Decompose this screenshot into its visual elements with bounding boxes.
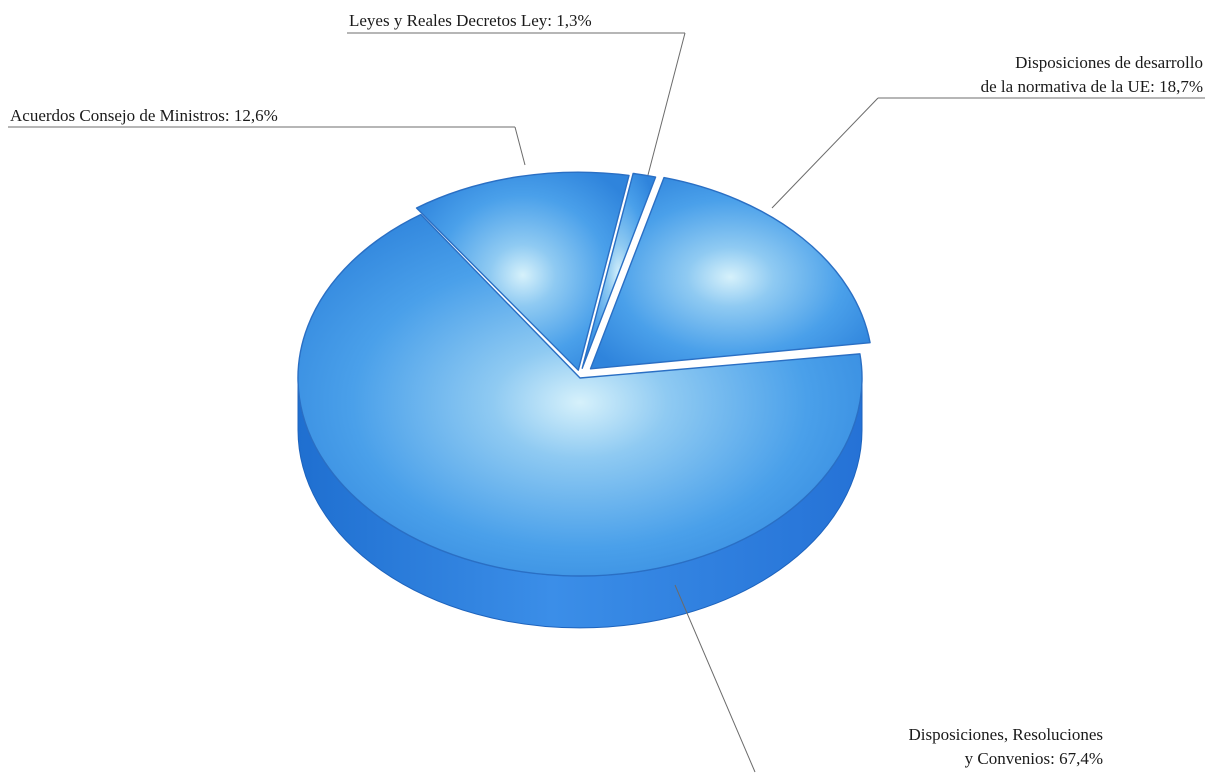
slice-label-leyes: Leyes y Reales Decretos Ley: 1,3% <box>349 11 592 30</box>
label-acuerdos-line-1: Acuerdos Consejo de Ministros: 12,6% <box>10 106 278 125</box>
label-ue-line-1: Disposiciones de desarrollo <box>1015 53 1203 72</box>
slice-ue <box>589 176 871 370</box>
slice-label-acuerdos: Acuerdos Consejo de Ministros: 12,6% <box>10 106 278 125</box>
leader-line-leyes <box>647 32 686 176</box>
label-ue-line-2: de la normativa de la UE: 18,7% <box>981 77 1203 96</box>
slice-disposiciones <box>297 213 863 577</box>
label-leyes-line-1: Leyes y Reales Decretos Ley: 1,3% <box>349 11 592 30</box>
slice-acuerdos <box>415 171 630 371</box>
pie-slices <box>297 171 871 629</box>
slice-leyes <box>581 172 657 369</box>
leader-line-acuerdos <box>514 126 526 166</box>
slice-label-ue: Disposiciones de desarrollo de la normat… <box>981 53 1203 96</box>
label-disposiciones-line-1: Disposiciones, Resoluciones <box>908 725 1103 744</box>
leader-line-ue <box>771 97 879 209</box>
label-disposiciones-line-2: y Convenios: 67,4% <box>965 749 1103 768</box>
leader-line-disposiciones <box>674 584 756 773</box>
slice-label-disposiciones: Disposiciones, Resoluciones y Convenios:… <box>908 725 1103 768</box>
